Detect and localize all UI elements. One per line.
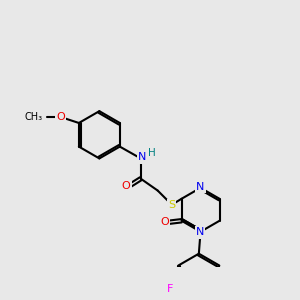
Text: O: O [122,181,130,191]
Text: H: H [148,148,155,158]
Text: O: O [56,112,65,122]
Text: S: S [168,200,175,210]
Text: F: F [167,284,173,294]
Text: N: N [138,152,147,162]
Text: N: N [196,227,204,237]
Text: CH₃: CH₃ [25,112,43,122]
Text: N: N [196,182,205,192]
Text: O: O [160,218,169,227]
